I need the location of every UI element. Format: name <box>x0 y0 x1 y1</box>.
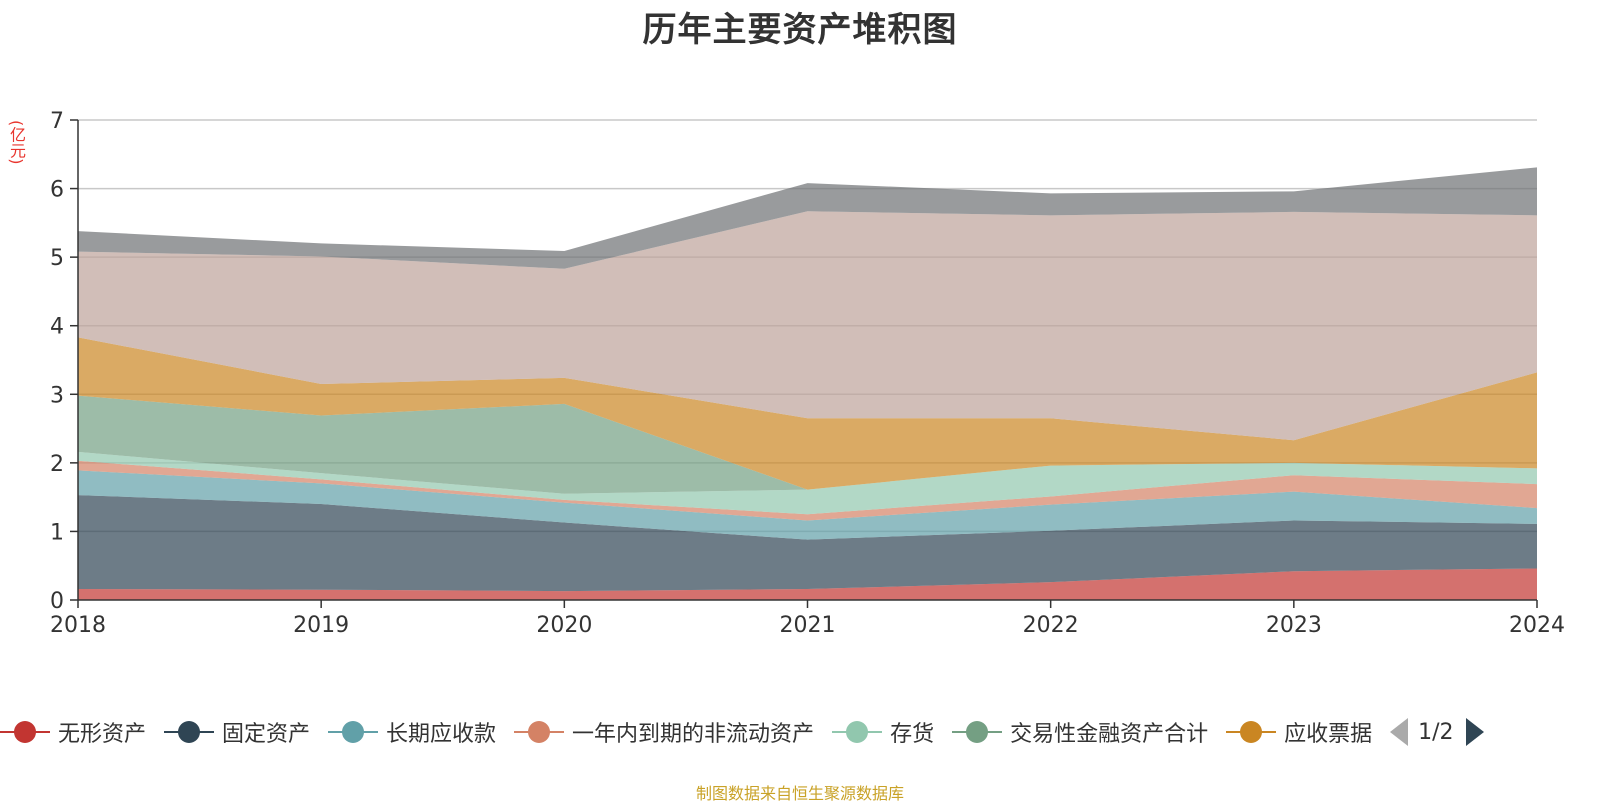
y-tick-label: 6 <box>50 178 64 203</box>
y-tick-label: 4 <box>50 315 64 340</box>
area-series-6 <box>78 337 1537 490</box>
x-tick-label: 2020 <box>536 613 592 638</box>
area-series-2 <box>78 470 1537 540</box>
legend-label: 固定资产 <box>222 722 311 747</box>
legend-marker-icon <box>952 720 1003 744</box>
x-tick-label: 2019 <box>293 613 349 638</box>
y-tick-label: 0 <box>50 589 64 614</box>
area-series-8 <box>78 167 1537 269</box>
legend-next-arrow-icon[interactable] <box>1465 718 1484 746</box>
legend-marker-icon <box>328 720 379 744</box>
legend-marker-icon <box>514 720 565 744</box>
area-series-5 <box>78 395 1537 494</box>
legend-item[interactable]: 存货 <box>832 716 934 748</box>
legend-label: 交易性金融资产合计 <box>1010 722 1209 747</box>
legend-marker-icon <box>1226 720 1277 744</box>
legend-marker-icon <box>0 720 50 744</box>
area-series-7 <box>78 211 1537 441</box>
legend-pager: 1/2 <box>1390 718 1484 746</box>
legend-marker-icon <box>164 720 215 744</box>
x-tick-label: 2021 <box>780 613 836 638</box>
legend-item[interactable]: 长期应收款 <box>328 716 496 748</box>
x-tick-label: 2022 <box>1023 613 1079 638</box>
y-axis-unit-label: (亿元) <box>7 120 26 165</box>
x-tick-label: 2024 <box>1509 613 1565 638</box>
legend-item[interactable]: 一年内到期的非流动资产 <box>514 716 814 748</box>
area-chart: 0 1 2 3 4 5 6 7 2018 2019 2020 2021 2022 2023 2024 <box>50 109 1565 638</box>
chart-title: 历年主要资产堆积图 <box>642 10 958 50</box>
legend-page-indicator: 1/2 <box>1418 719 1454 745</box>
legend-prev-arrow-icon[interactable] <box>1390 718 1409 746</box>
x-tick-label: 2023 <box>1266 613 1322 638</box>
legend-label: 应收票据 <box>1284 722 1373 747</box>
y-tick-label: 1 <box>50 520 64 545</box>
legend-label: 一年内到期的非流动资产 <box>572 722 815 747</box>
y-tick-label: 2 <box>50 452 64 477</box>
legend-item[interactable]: 固定资产 <box>164 716 310 748</box>
data-source-note: 制图数据来自恒生聚源数据库 <box>695 784 904 803</box>
legend-label: 长期应收款 <box>386 722 497 747</box>
legend-label: 存货 <box>890 722 935 747</box>
chart-legend: 无形资产 固定资产 长期应收款 一年内到期的非流动资产 存货 交易性金融资产合计 应收票据 … <box>0 715 1600 749</box>
legend-label: 无形资产 <box>58 722 147 747</box>
y-tick-label: 5 <box>50 246 64 271</box>
area-series-3 <box>78 460 1537 521</box>
x-tick-label: 2018 <box>50 613 106 638</box>
legend-marker-icon <box>832 720 883 744</box>
y-tick-label: 3 <box>50 383 64 408</box>
y-tick-label: 7 <box>50 109 64 134</box>
legend-item[interactable]: 应收票据 <box>1226 716 1372 748</box>
area-series-1 <box>78 495 1537 592</box>
area-series-4 <box>78 451 1537 515</box>
legend-item[interactable]: 无形资产 <box>0 716 146 748</box>
area-series-0 <box>78 568 1537 600</box>
legend-item[interactable]: 交易性金融资产合计 <box>952 716 1208 748</box>
